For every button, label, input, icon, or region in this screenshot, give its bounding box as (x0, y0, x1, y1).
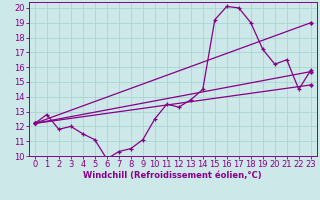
X-axis label: Windchill (Refroidissement éolien,°C): Windchill (Refroidissement éolien,°C) (84, 171, 262, 180)
